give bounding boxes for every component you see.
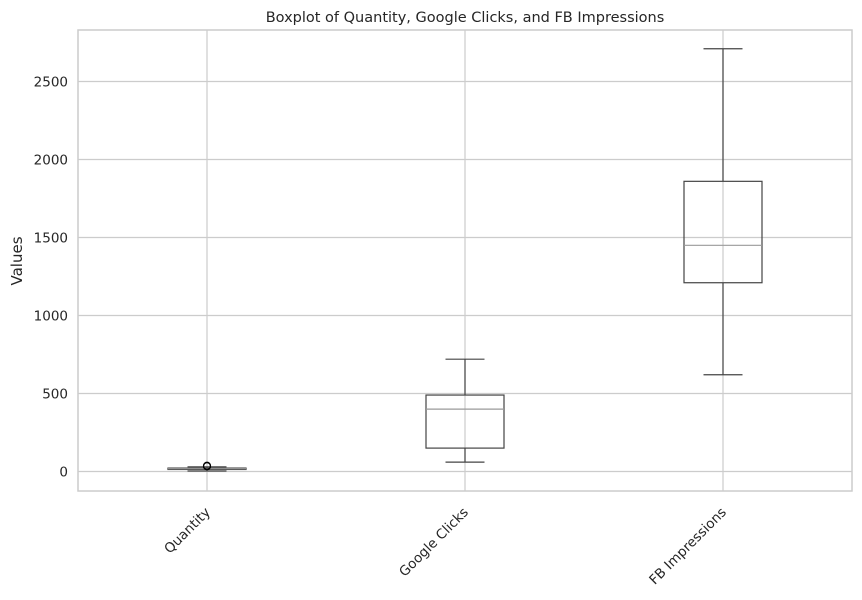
box-group [167, 461, 247, 472]
iqr-box [425, 394, 505, 449]
iqr-box [683, 180, 763, 284]
y-axis-label: Values [8, 236, 26, 285]
y-tick-label: 500 [42, 386, 68, 402]
x-tick-label: Google Clicks [396, 505, 472, 581]
x-tick-labels: Quantity Google Clicks FB Impressions [161, 505, 730, 589]
y-tick-label: 1500 [34, 230, 68, 246]
y-tick-label: 2000 [34, 152, 68, 168]
y-tick-label: 2500 [34, 74, 68, 90]
y-tick-labels: 0 500 1000 1500 2000 2500 [34, 74, 68, 480]
plot-area [167, 48, 763, 472]
y-tick-label: 0 [59, 464, 68, 480]
outlier-point [202, 461, 212, 470]
gridlines [78, 30, 852, 491]
plot-frame [77, 29, 853, 492]
box-group [683, 48, 763, 376]
x-tick-label: FB Impressions [646, 505, 730, 589]
box-group [425, 358, 505, 463]
x-tick-label: Quantity [161, 505, 214, 558]
y-tick-label: 1000 [34, 308, 68, 324]
chart-title: Boxplot of Quantity, Google Clicks, and … [266, 10, 665, 26]
